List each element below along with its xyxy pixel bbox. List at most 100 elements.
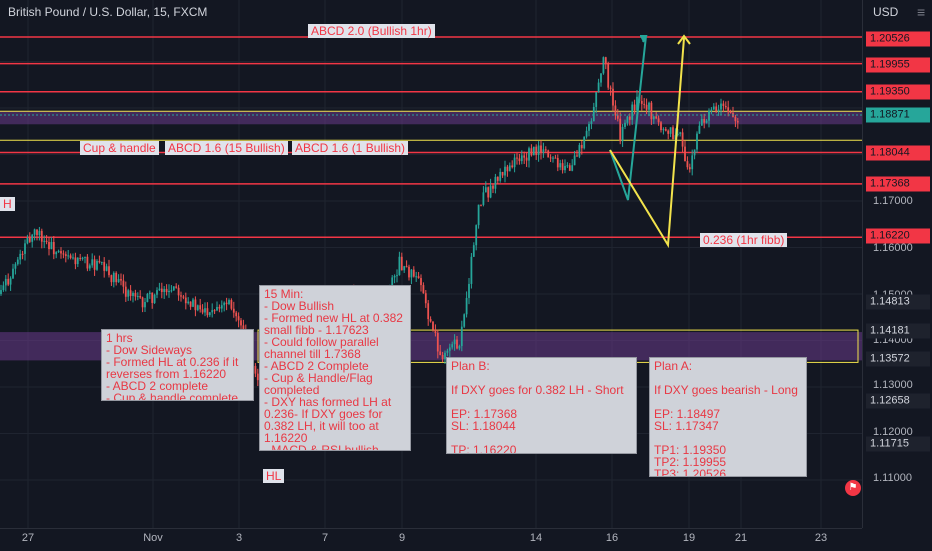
candle-body: [218, 306, 221, 309]
time-tick: 9: [398, 532, 406, 544]
price-tag: 1.11715: [866, 436, 930, 452]
candle-body: [676, 133, 679, 136]
candle-body: [580, 145, 583, 149]
abcd-2-label[interactable]: ABCD 2.0 (Bullish 1hr): [308, 24, 435, 38]
candle-body: [134, 292, 137, 297]
candle-body: [120, 279, 122, 281]
candle-body: [496, 176, 499, 181]
price-tag: 1.17368: [866, 176, 930, 192]
price-tag: 1.16220: [866, 228, 930, 244]
candle-body: [595, 92, 598, 107]
candle-body: [417, 276, 420, 279]
candle-body: [511, 165, 514, 168]
candle-body: [408, 266, 410, 278]
note-15min[interactable]: 15 Min: - Dow Bullish - Formed new HL at…: [259, 285, 411, 451]
candle-body: [561, 163, 564, 171]
arrow-head: [677, 34, 691, 45]
candle-body: [76, 257, 79, 265]
cup-handle-label[interactable]: Cup & handle: [80, 141, 159, 155]
candle-body: [585, 130, 588, 137]
candle-body: [475, 225, 478, 246]
candle-body: [74, 257, 77, 265]
candle-body: [100, 262, 103, 264]
candle-body: [163, 288, 166, 293]
note-plan-b[interactable]: Plan B: If DXY goes for 0.382 LH - Short…: [446, 357, 637, 454]
fib-label[interactable]: 0.236 (1hr fibb): [700, 233, 788, 247]
candle-body: [79, 257, 82, 259]
candle-body: [31, 234, 34, 242]
candle-body: [67, 255, 70, 257]
candle-body: [648, 102, 650, 110]
candle-body: [679, 132, 682, 134]
price-tag: 1.19955: [866, 57, 930, 73]
zone-fill: [0, 111, 862, 125]
candle-body: [542, 149, 545, 153]
candle-body: [523, 155, 526, 158]
candle-body: [136, 296, 139, 298]
candle-body: [686, 161, 689, 168]
candle-body: [36, 229, 38, 236]
settings-icon[interactable]: ≡: [917, 4, 926, 20]
candle-body: [403, 266, 406, 271]
candle-body: [60, 251, 62, 254]
candle-body: [446, 350, 449, 353]
time-axis[interactable]: [0, 528, 862, 551]
candle-body: [52, 241, 55, 255]
candle-body: [712, 106, 715, 110]
candle-body: [237, 316, 240, 321]
candle-body: [7, 278, 10, 285]
candle-body: [180, 295, 182, 297]
abcd-1-6-1-label[interactable]: ABCD 1.6 (1 Bullish): [292, 141, 409, 155]
candle-body: [412, 269, 415, 277]
candle-body: [38, 230, 41, 236]
symbol-title[interactable]: British Pound / U.S. Dollar, 15, FXCM: [8, 5, 208, 19]
candle-body: [604, 57, 607, 64]
candle-body: [631, 104, 634, 120]
candle-body: [664, 129, 667, 131]
flag-icon[interactable]: ⚑: [845, 480, 861, 496]
note-plan-a[interactable]: Plan A: If DXY goes bearish - Long EP: 1…: [649, 357, 807, 477]
abcd-15-pattern: [609, 35, 647, 201]
note-1hr[interactable]: 1 hrs - Dow Sideways - Formed HL at 0.23…: [101, 329, 254, 401]
abcd-1-6-15-label[interactable]: ABCD 1.6 (15 Bullish): [165, 141, 288, 155]
candle-body: [434, 329, 437, 333]
candle-body: [122, 280, 125, 287]
hh-label[interactable]: H: [0, 197, 15, 211]
candle-body: [513, 157, 516, 168]
price-tick: 1.12000: [873, 426, 913, 438]
candle-body: [700, 118, 703, 126]
candle-body: [487, 187, 490, 198]
candle-body: [117, 279, 120, 283]
candle-body: [124, 286, 127, 297]
candle-body: [568, 165, 571, 171]
candle-body: [132, 292, 134, 296]
price-tag: 1.18044: [866, 145, 930, 161]
candle-body: [391, 277, 394, 291]
candle-body: [189, 301, 192, 307]
candle-body: [4, 278, 7, 286]
hl-label[interactable]: HL: [263, 469, 285, 483]
candle-body: [458, 346, 461, 349]
candle-body: [91, 259, 94, 266]
candle-body: [729, 111, 732, 114]
candle-body: [465, 297, 468, 315]
candle-body: [432, 321, 434, 330]
candle-body: [619, 118, 622, 142]
candle-body: [528, 148, 530, 161]
candle-body: [626, 116, 629, 123]
candle-body: [232, 308, 235, 313]
candle-body: [652, 116, 655, 120]
candle-body: [230, 300, 233, 309]
candle-body: [43, 240, 46, 242]
candle-body: [175, 286, 178, 288]
candle-body: [211, 310, 214, 313]
candle-body: [530, 148, 533, 156]
candle-body: [672, 127, 674, 140]
candle-body: [650, 102, 653, 120]
currency-label: USD: [873, 5, 899, 19]
candle-body: [33, 229, 36, 235]
price-tag: 1.13572: [866, 351, 930, 367]
candle-body: [40, 230, 43, 242]
candle-body: [228, 300, 230, 304]
candle-body: [724, 105, 727, 108]
